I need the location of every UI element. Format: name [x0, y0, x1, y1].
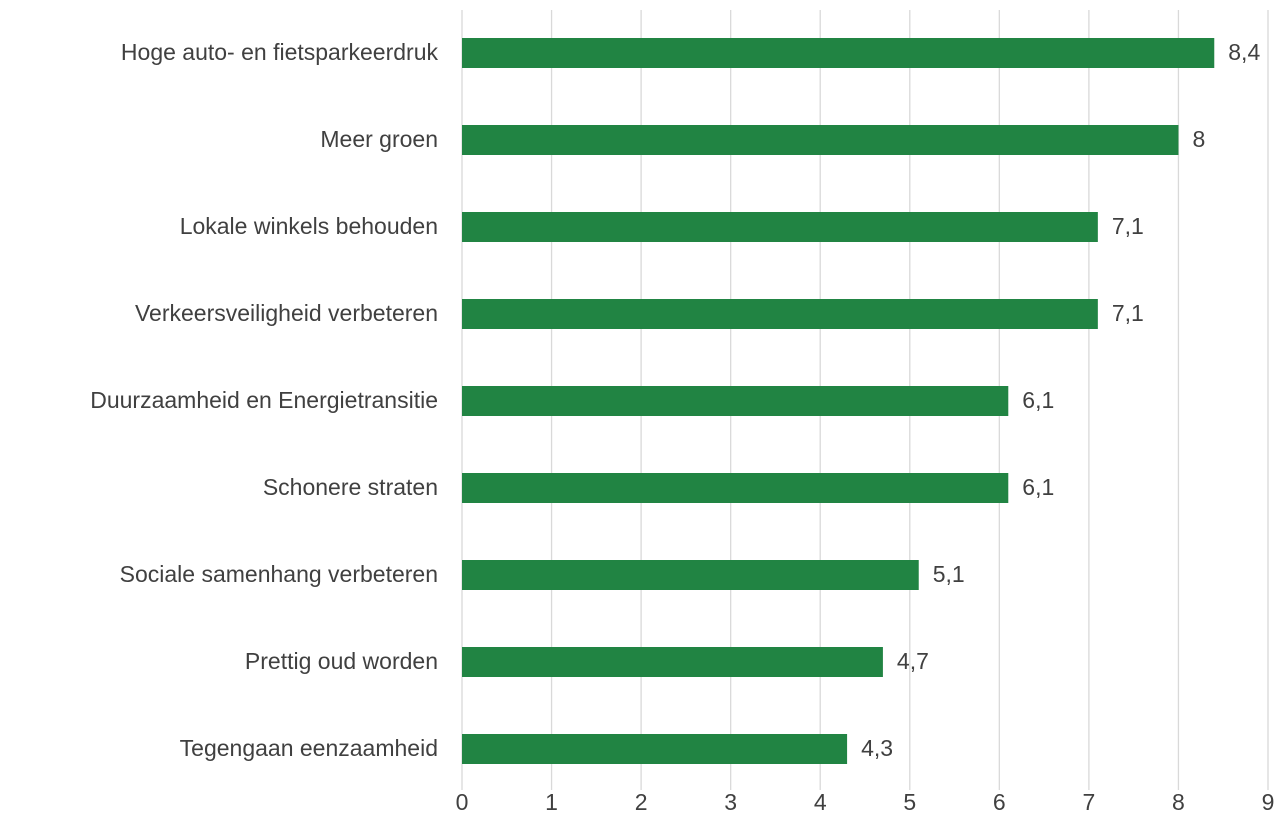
y-tick-label: Meer groen: [320, 126, 438, 152]
data-label: 8,4: [1228, 39, 1260, 65]
data-label: 6,1: [1022, 474, 1054, 500]
bar: [462, 386, 1009, 416]
y-tick-label: Tegengaan eenzaamheid: [180, 735, 438, 761]
y-tick-label: Verkeersveiligheid verbeteren: [135, 300, 438, 326]
x-tick-label: 5: [903, 789, 916, 815]
bar: [462, 125, 1179, 155]
data-label: 6,1: [1022, 387, 1054, 413]
x-tick-label: 0: [456, 789, 469, 815]
data-label: 4,3: [861, 735, 893, 761]
x-tick-label: 3: [724, 789, 737, 815]
bar: [462, 38, 1215, 68]
bar: [462, 647, 883, 677]
y-tick-label: Schonere straten: [263, 474, 438, 500]
bar: [462, 560, 919, 590]
data-label: 8: [1192, 126, 1205, 152]
y-tick-label: Prettig oud worden: [245, 648, 438, 674]
bar: [462, 734, 848, 764]
bar: [462, 473, 1009, 503]
x-tick-label: 4: [814, 789, 827, 815]
y-tick-label: Sociale samenhang verbeteren: [120, 561, 438, 587]
x-tick-label: 9: [1262, 789, 1274, 815]
bar: [462, 212, 1098, 242]
x-tick-label: 8: [1172, 789, 1185, 815]
x-tick-label: 2: [635, 789, 648, 815]
data-label: 7,1: [1112, 213, 1144, 239]
y-tick-label: Hoge auto- en fietsparkeerdruk: [121, 39, 439, 65]
bar: [462, 299, 1098, 329]
x-tick-label: 6: [993, 789, 1006, 815]
x-tick-label: 7: [1082, 789, 1095, 815]
data-label: 5,1: [933, 561, 965, 587]
y-tick-label: Lokale winkels behouden: [180, 213, 438, 239]
data-label: 4,7: [897, 648, 929, 674]
y-tick-label: Duurzaamheid en Energietransitie: [90, 387, 438, 413]
x-tick-label: 1: [545, 789, 558, 815]
data-label: 7,1: [1112, 300, 1144, 326]
